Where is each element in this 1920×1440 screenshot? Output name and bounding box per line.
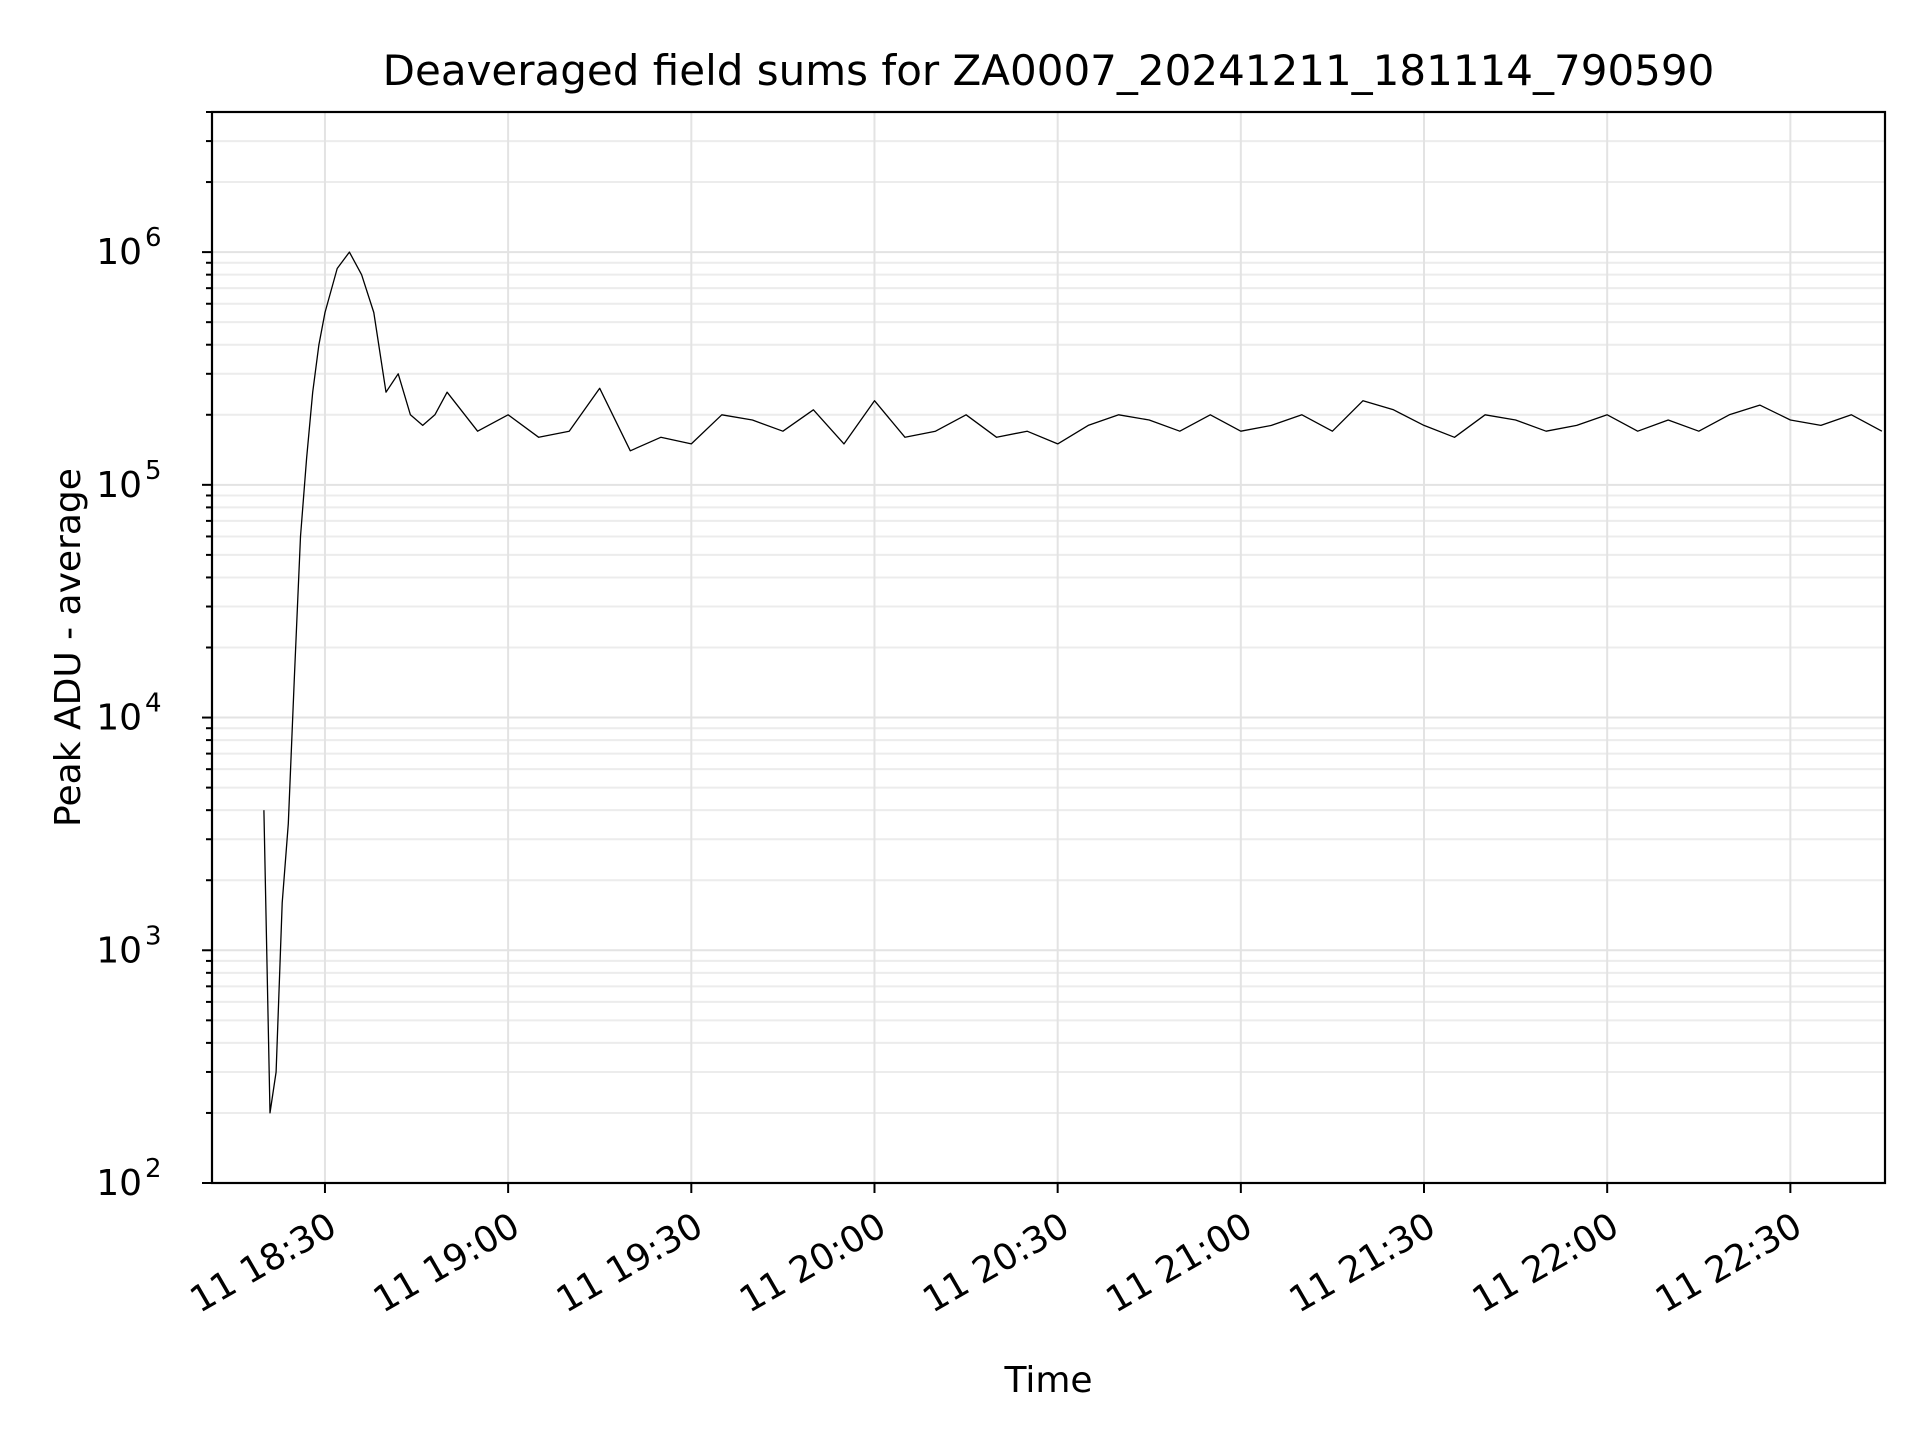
y-tick-exponent: 3 [145,921,162,951]
y-tick-label: 10 [96,1163,142,1204]
series-line [263,251,1883,1114]
y-tick-label: 10 [96,930,142,971]
y-tick-label: 10 [96,232,142,273]
grid [212,111,1885,1184]
x-axis-label: Time [1003,1360,1092,1401]
y-tick-exponent: 5 [145,456,162,486]
y-tick-label: 10 [96,465,142,506]
y-tick-label: 10 [96,698,142,739]
y-tick-exponent: 2 [145,1154,162,1184]
series-layer [263,251,1883,1114]
y-axis-label: Peak ADU - average [48,468,89,827]
chart-title: Deaveraged field sums for ZA0007_2024121… [383,46,1715,95]
y-tick-exponent: 6 [145,223,162,253]
y-tick-exponent: 4 [145,689,162,719]
